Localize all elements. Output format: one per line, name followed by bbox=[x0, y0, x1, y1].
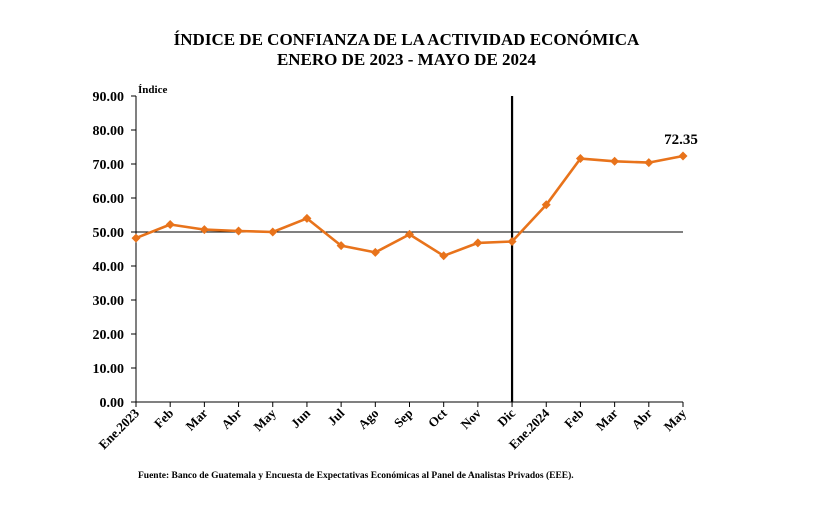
data-point-marker bbox=[199, 225, 209, 235]
x-tick-label: Abr bbox=[628, 405, 655, 432]
data-point-marker bbox=[336, 241, 346, 251]
y-tick-label: 50.00 bbox=[93, 226, 125, 241]
data-point-marker bbox=[541, 200, 551, 210]
x-tick-label: Mar bbox=[183, 405, 211, 433]
data-point-marker bbox=[644, 158, 654, 168]
x-tick-label: Nov bbox=[458, 405, 485, 432]
x-tick-label: Mar bbox=[593, 405, 621, 433]
data-point-marker bbox=[234, 226, 244, 236]
x-tick-label: Dic bbox=[494, 405, 518, 429]
source-note: Fuente: Banco de Guatemala y Encuesta de… bbox=[138, 471, 574, 481]
data-point-marker bbox=[405, 229, 414, 239]
x-tick-label: Ago bbox=[355, 406, 381, 432]
x-tick-label: Oct bbox=[425, 405, 450, 430]
data-point-marker bbox=[439, 251, 449, 261]
y-tick-label: 90.00 bbox=[93, 90, 125, 105]
data-point-marker bbox=[302, 213, 312, 223]
y-tick-label: 0.00 bbox=[100, 396, 125, 411]
x-tick-label: Jun bbox=[288, 405, 314, 431]
y-tick-label: 40.00 bbox=[93, 260, 125, 275]
data-point-marker bbox=[507, 237, 517, 247]
data-point-marker bbox=[473, 238, 483, 248]
y-tick-label: 80.00 bbox=[93, 124, 125, 139]
chart-subtitle: ENERO DE 2023 - MAYO DE 2024 bbox=[276, 50, 537, 69]
series-line bbox=[135, 154, 684, 258]
data-point-marker bbox=[610, 156, 620, 166]
data-point-marker bbox=[678, 151, 688, 161]
x-tick-label: Jul bbox=[324, 405, 347, 428]
y-axis-label: Índice bbox=[138, 84, 167, 96]
x-tick-label: May bbox=[661, 405, 690, 434]
last-value-label: 72.35 bbox=[664, 132, 698, 148]
y-tick-label: 10.00 bbox=[93, 362, 125, 377]
data-point-marker bbox=[131, 233, 141, 243]
data-point-marker bbox=[268, 227, 278, 237]
y-tick-label: 70.00 bbox=[93, 158, 125, 173]
x-tick-label: Feb bbox=[151, 406, 176, 431]
x-tick-label: Abr bbox=[218, 405, 245, 432]
data-point-marker bbox=[165, 220, 175, 230]
y-tick-label: 30.00 bbox=[93, 294, 125, 309]
y-tick-label: 20.00 bbox=[93, 328, 125, 343]
data-point-marker bbox=[370, 247, 380, 257]
data-point-marker bbox=[575, 154, 585, 164]
x-tick-label: Ene.2023 bbox=[96, 405, 143, 452]
chart-title: ÍNDICE DE CONFIANZA DE LA ACTIVIDAD ECON… bbox=[173, 30, 640, 49]
y-tick-label: 60.00 bbox=[93, 192, 125, 207]
x-tick-label: Feb bbox=[561, 406, 586, 431]
x-tick-label: Sep bbox=[391, 406, 416, 431]
x-tick-label: May bbox=[250, 405, 279, 434]
